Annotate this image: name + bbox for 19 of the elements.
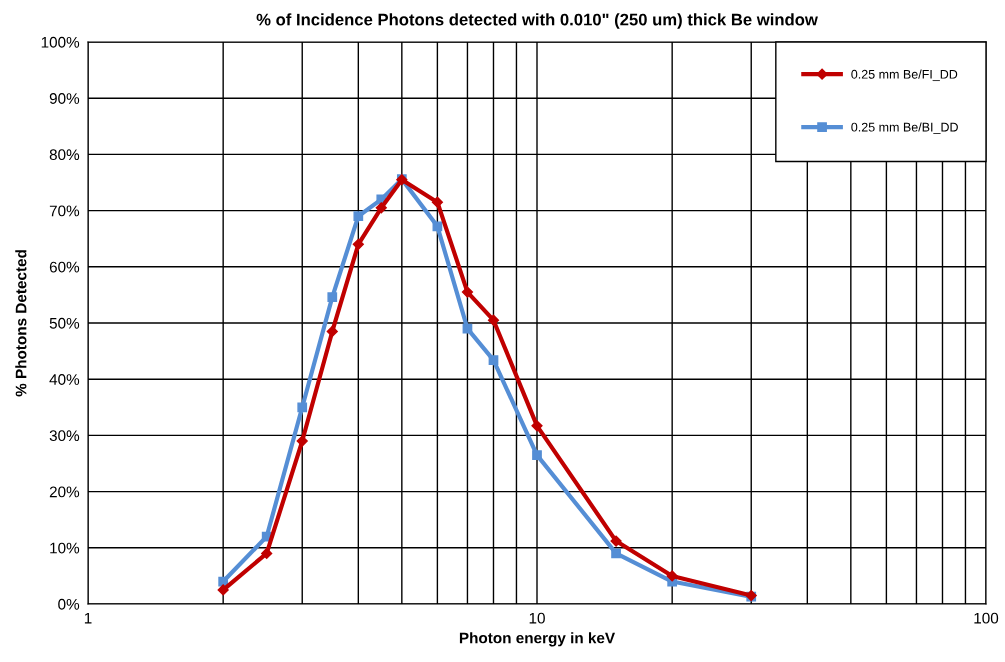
x-tick-label: 10 xyxy=(529,612,545,624)
y-axis-title: % Photons Detected xyxy=(15,250,27,397)
y-tick-label: 60% xyxy=(49,261,80,273)
legend-label: 0.25 mm Be/BI_DD xyxy=(851,122,958,134)
y-tick-label: 50% xyxy=(49,317,80,329)
y-tick-label: 0% xyxy=(58,598,80,610)
y-tick-label: 70% xyxy=(49,205,80,217)
y-tick-label: 30% xyxy=(49,430,80,442)
x-tick-label: 1 xyxy=(84,612,92,624)
x-tick-label: 100 xyxy=(974,612,999,624)
legend-label: 0.25 mm Be/FI_DD xyxy=(851,69,958,82)
y-tick-label: 40% xyxy=(49,374,80,385)
x-axis-title: Photon energy in keV xyxy=(459,632,615,647)
chart-title: % of Incidence Photons detected with 0.010" (250 um) thick Be window xyxy=(256,13,818,29)
y-tick-label: 100% xyxy=(41,36,80,48)
y-tick-label: 90% xyxy=(49,93,80,104)
y-tick-label: 20% xyxy=(49,486,80,498)
y-tick-label: 80% xyxy=(49,149,80,161)
y-tick-label: 10% xyxy=(50,542,80,554)
